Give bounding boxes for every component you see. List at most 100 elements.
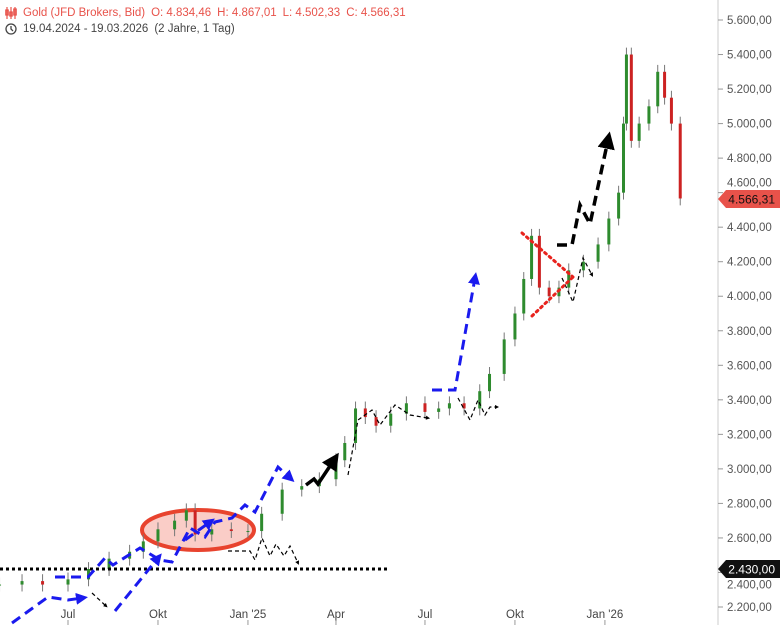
candle <box>423 396 427 419</box>
candle-body <box>343 442 347 461</box>
candle-body <box>581 261 585 271</box>
candle <box>173 513 177 537</box>
candle-body <box>389 413 393 426</box>
candle-body <box>656 71 660 107</box>
candle-body <box>300 486 304 490</box>
close-value: C: 4.566,31 <box>346 7 406 19</box>
thick-projection-2 <box>557 131 615 247</box>
candle <box>0 577 2 592</box>
candle-body <box>622 123 626 193</box>
chart-header: Gold (JFD Brokers, Bid) O: 4.834,46 H: 4… <box>5 5 406 37</box>
y-tick-label: 2.600,00 <box>727 533 772 545</box>
candle-body <box>437 408 441 412</box>
candle <box>478 384 482 416</box>
candle-body <box>210 529 214 535</box>
candle-body <box>334 460 338 480</box>
y-tick-label: 5.000,00 <box>727 119 772 131</box>
candle-body <box>193 510 197 535</box>
x-tick-label: Apr <box>327 609 345 621</box>
candle-body <box>173 520 177 530</box>
candle <box>229 522 233 538</box>
candle-body <box>488 373 492 392</box>
high-value: H: 4.867,01 <box>217 7 277 19</box>
candle-body <box>141 541 145 552</box>
last-price-label: 4.566,31 <box>728 193 775 207</box>
candle-body <box>522 278 526 314</box>
black-thick-projections <box>304 131 615 487</box>
candle <box>246 524 250 538</box>
y-tick-label: 3.400,00 <box>727 395 772 407</box>
candle-body <box>66 579 70 585</box>
candle-body <box>423 403 427 412</box>
candle <box>260 506 264 538</box>
candle <box>280 482 284 521</box>
triangle-upper-line <box>520 231 575 279</box>
y-tick-label: 4.600,00 <box>727 177 772 189</box>
candle <box>193 503 197 542</box>
black-thin-projections <box>91 256 593 608</box>
candle-body <box>41 581 45 585</box>
thin-projection-3 <box>347 404 431 476</box>
y-tick-label: 5.600,00 <box>727 15 772 27</box>
candle-body <box>647 106 651 124</box>
candle-body <box>629 54 633 141</box>
candle <box>596 237 600 269</box>
thin-projection-1 <box>91 592 108 608</box>
low-value: L: 4.502,33 <box>282 7 341 19</box>
thin-projection-4 <box>457 397 500 422</box>
candle-body <box>280 489 284 514</box>
candle <box>462 396 466 416</box>
candle <box>522 272 526 321</box>
candle <box>502 332 506 381</box>
y-tick-label: 3.200,00 <box>727 429 772 441</box>
candle <box>629 47 633 148</box>
candle <box>107 551 111 576</box>
candle-body <box>0 584 2 586</box>
candle <box>537 228 541 295</box>
blue-projections <box>11 272 480 625</box>
y-axis: 5.600,00 5.400,00 5.200,00 5.000,00 4.800,00… <box>718 15 772 614</box>
candle-body <box>624 54 628 124</box>
y-tick-label: 5.200,00 <box>727 84 772 96</box>
candle-body <box>447 403 451 409</box>
x-tick-label: Jan '26 <box>587 609 624 621</box>
candle <box>567 263 571 295</box>
candle <box>622 116 626 200</box>
candle <box>66 572 70 592</box>
candle-body <box>663 71 667 98</box>
candle-body <box>363 408 367 418</box>
support-price-label: 2.430,00 <box>728 563 775 577</box>
x-tick-label: Okt <box>506 609 525 621</box>
duration: (2 Jahre, 1 Tag) <box>154 23 235 35</box>
candles <box>0 47 682 592</box>
blue-projection-3 <box>113 553 162 612</box>
candle <box>669 90 673 131</box>
date-range: 19.04.2024 - 19.03.2026 <box>23 23 149 35</box>
y-tick-label: 3.800,00 <box>727 326 772 338</box>
support-price-tag: 2.430,00 <box>718 560 780 578</box>
y-tick-label: 3.000,00 <box>727 464 772 476</box>
candle-body <box>617 192 621 219</box>
candle-body <box>607 218 611 245</box>
candle-body <box>537 235 541 288</box>
candle <box>513 306 517 347</box>
candle <box>300 479 304 497</box>
candle <box>656 64 660 114</box>
candle-body <box>462 403 466 409</box>
blue-projection-1 <box>11 592 88 625</box>
candle <box>437 401 441 419</box>
y-tick-label: 2.400,00 <box>727 579 772 591</box>
candle <box>363 401 367 424</box>
candle-body <box>530 235 534 279</box>
open-value: O: 4.834,46 <box>151 7 212 19</box>
candle-body <box>637 123 641 141</box>
thick-projection-1 <box>304 452 339 487</box>
y-tick-label: 2.800,00 <box>727 498 772 510</box>
candle <box>184 503 188 528</box>
candle <box>141 534 145 559</box>
candle <box>617 185 621 226</box>
candle-body <box>513 313 517 340</box>
x-axis: Jul Okt Jan '25 Apr Jul Okt Jan '26 <box>61 609 624 625</box>
candle <box>678 116 682 206</box>
